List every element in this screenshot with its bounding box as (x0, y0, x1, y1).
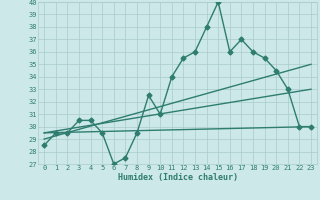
X-axis label: Humidex (Indice chaleur): Humidex (Indice chaleur) (118, 173, 238, 182)
